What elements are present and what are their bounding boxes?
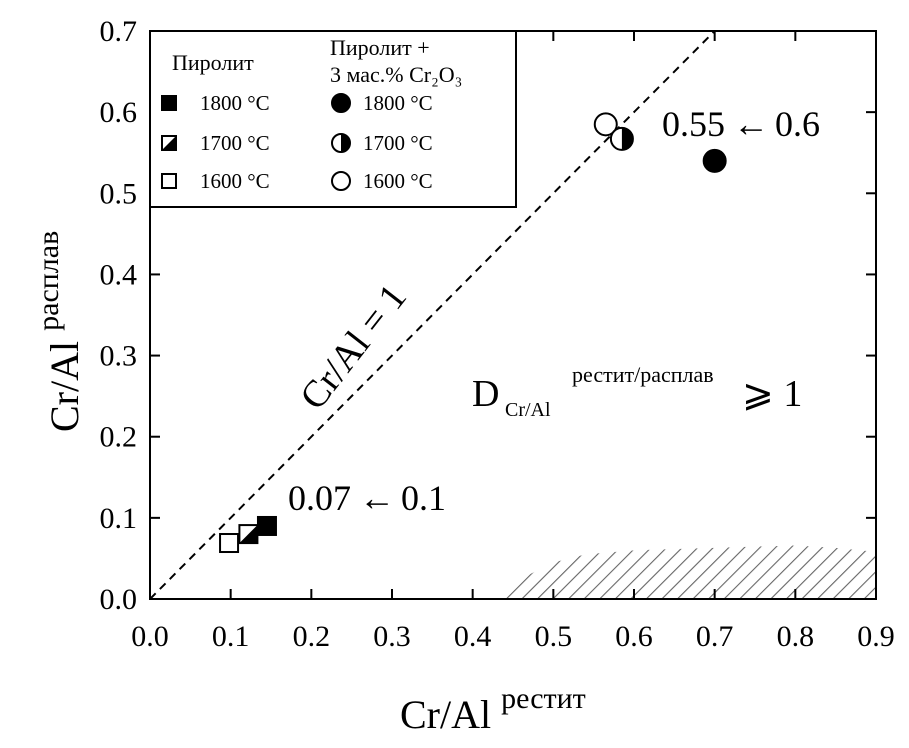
pyrolite-point-half (238, 524, 259, 545)
legend-square-full-icon (161, 95, 177, 111)
partition-relation: ⩾ 1 (742, 373, 802, 415)
legend-group2-title-line1: Пиролит + (330, 35, 430, 60)
x-tick-label: 0.4 (454, 620, 492, 653)
y-tick-label: 0.1 (100, 502, 138, 535)
y-tick-label: 0.5 (100, 177, 138, 210)
partition-coefficient-annotation: D Cr/Al рестит/расплав ⩾ 1 (472, 362, 802, 421)
legend-label-pyrolite: 1600 °C (200, 169, 270, 193)
hatched-region (504, 545, 876, 599)
x-axis-title: Cr/Al рестит (400, 682, 586, 737)
y-axis-title: Cr/Al расплав (32, 231, 87, 432)
y-axis-title-main: Cr/Al (42, 341, 87, 432)
x-axis-title-sup: рестит (501, 682, 586, 715)
partition-sup: рестит/расплав (572, 362, 714, 387)
pyrolite-cr2o3-point-half (609, 126, 634, 151)
legend-group1-title: Пиролит (172, 50, 254, 75)
y-axis-ticks: 0.0 0.1 0.2 0.3 0.4 0.5 0.6 0.7 (100, 15, 876, 616)
annotation-low-ratio: 0.07 ← 0.1 (288, 478, 446, 518)
x-tick-label: 0.6 (615, 620, 653, 653)
legend-label-pyrolite-cr2o3: 1800 °C (363, 91, 433, 115)
reference-line-label: Cr/Al = 1 (292, 277, 415, 418)
partition-sub: Cr/Al (505, 399, 551, 421)
pyrolite-point-full (256, 515, 277, 536)
legend-label-pyrolite: 1700 °C (200, 131, 270, 155)
pyrolite-point-none (219, 533, 240, 554)
legend-circle-full-icon (331, 93, 351, 113)
y-tick-label: 0.4 (100, 258, 138, 291)
legend-items: 1800 °C 1800 °C 1700 °C 1700 °C 1600 °C 1600 … (161, 91, 433, 193)
pyrolite-cr2o3-point-full (702, 148, 727, 173)
legend-square-none-icon (161, 173, 177, 189)
x-tick-label: 0.5 (535, 620, 573, 653)
annotation-low-left: 0.07 (288, 478, 351, 518)
legend-label-pyrolite-cr2o3: 1700 °C (363, 131, 433, 155)
y-axis-title-sup: расплав (32, 231, 65, 331)
y-tick-label: 0.3 (100, 340, 138, 373)
annotation-high-ratio: 0.55 ← 0.6 (662, 104, 820, 144)
annotation-high-arrow: ← (733, 104, 769, 144)
x-tick-label: 0.2 (293, 620, 331, 653)
x-axis-title-main: Cr/Al (400, 692, 491, 737)
legend-group2-title-line2: 3 мас.% Cr₂O₃ (330, 62, 462, 87)
x-tick-label: 0.9 (857, 620, 895, 653)
reference-line-cr-al-1 (149, 30, 716, 600)
pyrolite-cr2o3-point-none (593, 112, 618, 137)
annotation-high-right: 0.6 (775, 104, 820, 144)
x-tick-label: 0.7 (696, 620, 734, 653)
annotation-high-left: 0.55 (662, 104, 725, 144)
y-tick-label: 0.6 (100, 96, 138, 129)
partition-main: D (472, 373, 499, 415)
annotation-low-right: 0.1 (401, 478, 446, 518)
x-tick-label: 0.8 (777, 620, 815, 653)
x-tick-label: 0.0 (131, 620, 169, 653)
legend-circle-none-icon (331, 171, 351, 191)
annotation-low-arrow: ← (359, 478, 395, 518)
legend: Пиролит Пиролит + 3 мас.% Cr₂O₃ 1800 °C 1… (149, 30, 517, 208)
x-tick-label: 0.1 (212, 620, 250, 653)
legend-label-pyrolite: 1800 °C (200, 91, 270, 115)
y-tick-label: 0.2 (100, 421, 138, 454)
x-tick-label: 0.3 (373, 620, 411, 653)
y-tick-label: 0.0 (100, 583, 138, 616)
legend-square-half-icon (161, 135, 177, 151)
y-tick-label: 0.7 (100, 15, 138, 48)
legend-circle-half-icon (331, 133, 351, 153)
legend-label-pyrolite-cr2o3: 1600 °C (363, 169, 433, 193)
data-markers (219, 112, 727, 554)
